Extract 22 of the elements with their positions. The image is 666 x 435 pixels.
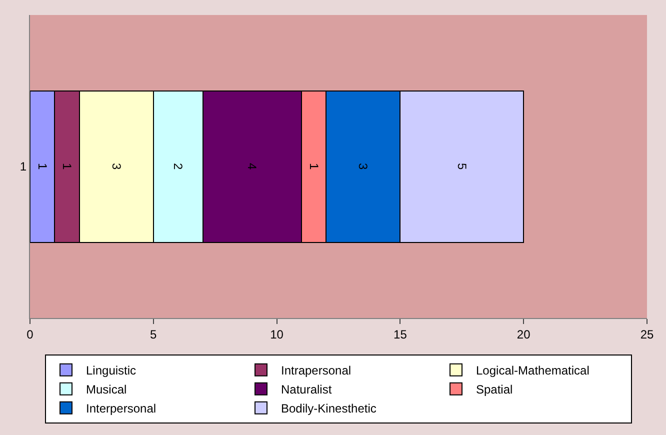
data-label: 3 [356, 163, 370, 170]
legend-label: Logical-Mathematical [476, 364, 590, 378]
data-label: 2 [171, 163, 186, 170]
legend-label: Linguistic [86, 364, 136, 378]
data-label: 1 [20, 160, 27, 174]
data-label: 5 [454, 163, 469, 170]
x-tick-label: 15 [394, 327, 408, 342]
data-label: 4 [245, 163, 260, 170]
legend-label: Bodily-Kinesthetic [281, 402, 376, 416]
x-tick-label: 20 [516, 327, 531, 342]
legend-label: Musical [86, 382, 127, 397]
legend-label: Naturalist [281, 382, 332, 397]
x-tick-label: 5 [150, 327, 158, 342]
legend-label: Intrapersonal [281, 364, 352, 378]
x-tick-label: 10 [270, 327, 284, 342]
x-tick-label: 25 [640, 327, 654, 342]
legend-label: Spatial [476, 382, 513, 397]
x-tick-label: 0 [26, 327, 34, 342]
data-label: 3 [109, 163, 124, 170]
data-label: 1 [60, 163, 74, 170]
legend-label: Interpersonal [86, 402, 156, 416]
data-label: 1 [306, 163, 321, 170]
